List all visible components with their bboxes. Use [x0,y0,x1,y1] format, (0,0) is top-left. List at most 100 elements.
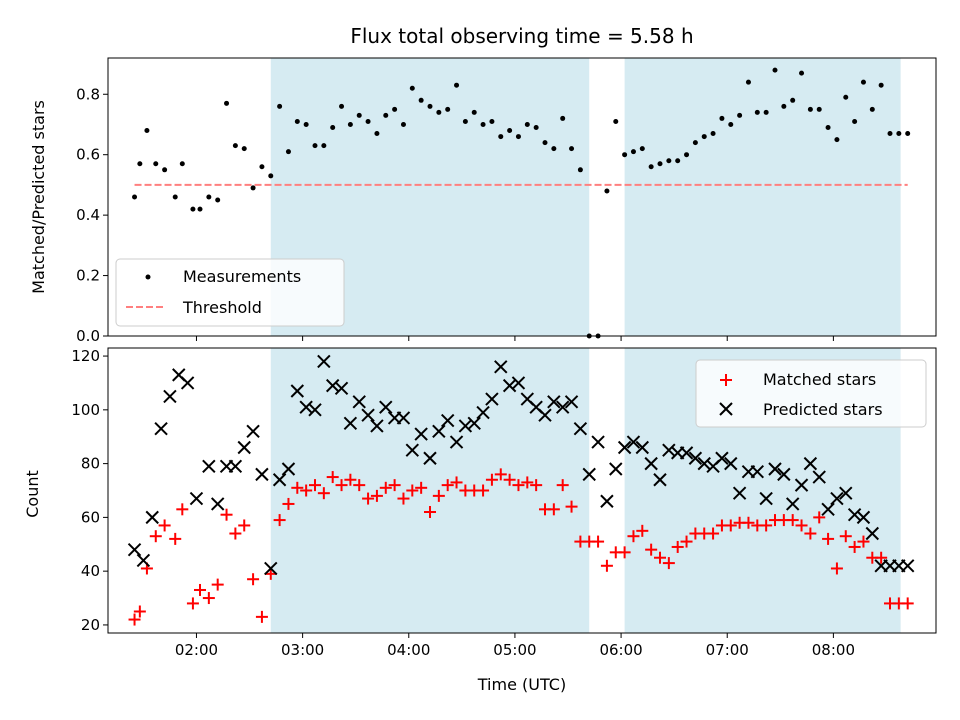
predicted-star-point [361,408,375,422]
predicted-star-point [777,467,791,482]
measurement-point [132,194,138,200]
measurement-point [710,131,716,137]
matched-star-point [220,508,233,521]
predicted-star-point [432,424,446,439]
predicted-x-b [163,389,177,404]
matched-star-point [238,519,251,532]
matched-star-point [335,479,348,492]
predicted-star-point [564,395,579,409]
predicted-star-point [847,507,862,522]
predicted-x-b [617,440,632,455]
matched-star-point [255,610,268,623]
matched-star-point [128,613,141,626]
predicted-star-point [900,559,915,573]
measurement-point [356,112,362,118]
predicted-star-point [759,491,773,506]
predicted-star-point [449,435,464,449]
predicted-star-point [202,459,216,474]
matched-star-point [300,484,313,497]
bottom-xtick-label-5: 07:00 [706,641,749,659]
matched-star-point [370,489,383,502]
measurement-point [763,109,769,115]
measurement-point [887,131,893,137]
measurement-point [347,121,353,127]
bottom-panel: 20 40 60 80 100 120 02:00 03:00 04:00 05:00 06:00… [23,347,937,694]
predicted-x-b [856,510,871,525]
predicted-x-b [405,443,420,457]
matched-star-point [618,546,631,559]
predicted-star-point [308,403,322,417]
predicted-x-b [440,413,455,428]
predicted-x-b [246,424,260,439]
measurement-point [560,115,566,121]
measurement-point [285,149,291,155]
predicted-star-point [511,376,526,390]
predicted-x-b [136,553,151,568]
predicted-x-b [467,416,481,430]
predicted-x-b [476,405,490,420]
measurement-point [878,82,884,88]
predicted-x-b [172,368,186,382]
predicted-star-point [626,435,641,449]
matched-star-point [485,473,498,486]
matched-star-point [291,481,304,494]
predicted-x-b [547,395,561,409]
measurement-point [860,79,866,85]
top-ytick-label-0: 0.0 [76,327,100,345]
matched-star-point [547,503,560,516]
matched-star-point [406,484,419,497]
predicted-x-b [237,440,251,455]
predicted-star-point [396,411,411,425]
measurement-point [852,118,858,124]
matched-star-point [654,551,666,564]
top-y-axis-label: Matched/Predicted stars [29,100,48,294]
predicted-x-b [777,467,791,482]
measurement-point [745,79,751,85]
matched-star-point [247,573,260,586]
matched-star-point [839,530,852,543]
legend-measurements-label: Measurements [183,267,301,286]
matched-star-point [158,519,171,532]
legend-matched-label: Matched stars [763,370,876,389]
matched-star-point [627,530,640,543]
measurement-point [781,103,787,109]
predicted-star-point [180,376,195,390]
measurement-point [630,149,636,155]
matched-star-point [432,489,445,502]
bottom-xtick-label-2: 04:00 [387,641,430,659]
predicted-star-point [458,419,473,433]
matched-star-point [645,543,658,556]
matched-star-point [512,479,525,492]
legend-measurements-marker [145,274,151,280]
measurement-point [869,106,875,112]
predicted-star-point [136,553,151,568]
matched-star-point [176,503,189,516]
measurement-point [825,125,831,130]
measurement-point [816,106,822,112]
predicted-star-point [145,510,159,525]
predicted-star-point [210,497,225,511]
matched-star-point [813,511,826,524]
matched-star-point [724,519,737,532]
predicted-x-b [600,494,614,508]
predicted-x-b [653,473,667,487]
measurement-point [232,143,238,149]
measurement-point [392,106,398,112]
matched-star-point [397,492,410,505]
predicted-x-b [423,451,437,465]
top-panel: 0.00.20.40.60.8 Matched/Predicted stars … [29,57,937,345]
x-axis-label: Time (UTC) [477,675,566,694]
measurement-point [790,97,796,103]
predicted-x-b [202,459,216,474]
predicted-x-b [688,451,703,465]
bottom-ytick-label-0: 20 [81,616,100,634]
matched-star-point [362,492,375,505]
measurement-point [772,67,778,73]
measurement-point [259,164,265,170]
measurement-point [684,152,690,158]
measurement-point [719,115,725,121]
measurement-point [418,97,424,103]
bottom-xtick-label-6: 08:00 [812,641,855,659]
matched-star-point [875,551,888,564]
measurement-point [436,109,442,115]
